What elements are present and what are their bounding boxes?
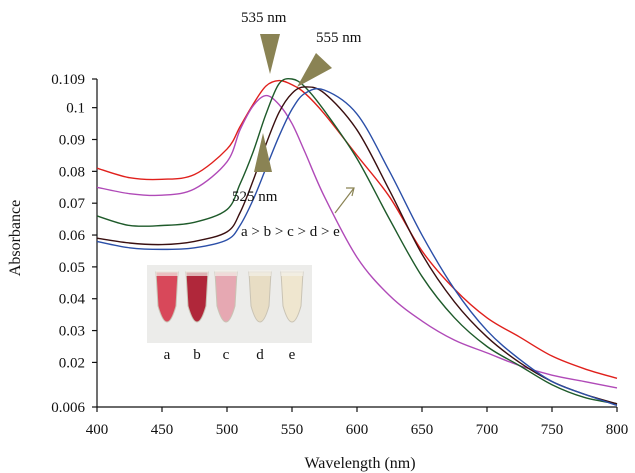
x-tick-label: 750 [541, 422, 564, 438]
tubes [155, 270, 304, 323]
y-tick-label: 0.109 [51, 72, 85, 88]
order-label: a > b > c > d > e [241, 224, 340, 240]
peak-535-marker [260, 34, 280, 74]
x-tick-label: 650 [411, 422, 434, 438]
tube [185, 271, 209, 323]
y-tick-label: 0.1 [66, 101, 85, 117]
y-tick-label: 0.006 [51, 400, 85, 416]
x-tick-label: 400 [86, 422, 109, 438]
y-tick-label: 0.06 [59, 228, 86, 244]
order-arrowhead [346, 187, 355, 197]
tube [155, 271, 179, 323]
series-group [96, 78, 618, 407]
x-tick-label: 550 [281, 422, 304, 438]
peak-525-label: 525 nm [232, 189, 278, 205]
x-tick-label: 600 [346, 422, 369, 438]
tube-label: e [289, 347, 296, 363]
x-ticks: 400 450 500 550 600 650 700 750 800 [86, 407, 629, 438]
y-ticks: 0.006 0.02 0.03 0.04 0.05 0.06 0.07 0.08 0.09 0.1… [51, 72, 97, 416]
tube-label: c [223, 347, 230, 363]
tube-cap [249, 270, 271, 276]
peak-555-marker [297, 53, 332, 87]
y-axis-title: Absorbance [7, 200, 24, 276]
series-line-5 [96, 88, 618, 407]
order-arrow [334, 187, 355, 214]
tube-label: b [193, 347, 201, 363]
y-tick-label: 0.07 [59, 196, 86, 212]
y-tick-label: 0.08 [59, 164, 85, 180]
x-axis-title: Wavelength (nm) [304, 455, 415, 472]
x-tick-label: 800 [606, 422, 629, 438]
tube [214, 271, 238, 323]
peak-535-label: 535 nm [241, 10, 287, 26]
series-line-2 [96, 94, 618, 389]
tube-cap [281, 270, 303, 276]
tube-cap [156, 270, 178, 276]
axes [96, 79, 617, 408]
x-tick-label: 450 [151, 422, 174, 438]
tube-cap [186, 270, 208, 276]
tube-labels: a b c d e [164, 347, 296, 363]
peak-555-label: 555 nm [316, 30, 362, 46]
tube [248, 271, 272, 323]
tube-label: d [256, 347, 264, 363]
x-tick-label: 700 [476, 422, 499, 438]
y-tick-label: 0.05 [59, 260, 85, 276]
y-tick-label: 0.02 [59, 355, 85, 371]
series-line-3 [96, 78, 618, 405]
tube [280, 271, 304, 323]
peak-525-marker [254, 133, 272, 172]
tube-label: a [164, 347, 171, 363]
y-tick-label: 0.03 [59, 324, 85, 340]
tube-cap [215, 270, 237, 276]
x-tick-label: 500 [216, 422, 239, 438]
series-line-4 [96, 86, 618, 405]
tube-photo-inset: a b c d e [147, 265, 312, 363]
y-tick-label: 0.09 [59, 133, 85, 149]
y-tick-label: 0.04 [59, 292, 86, 308]
